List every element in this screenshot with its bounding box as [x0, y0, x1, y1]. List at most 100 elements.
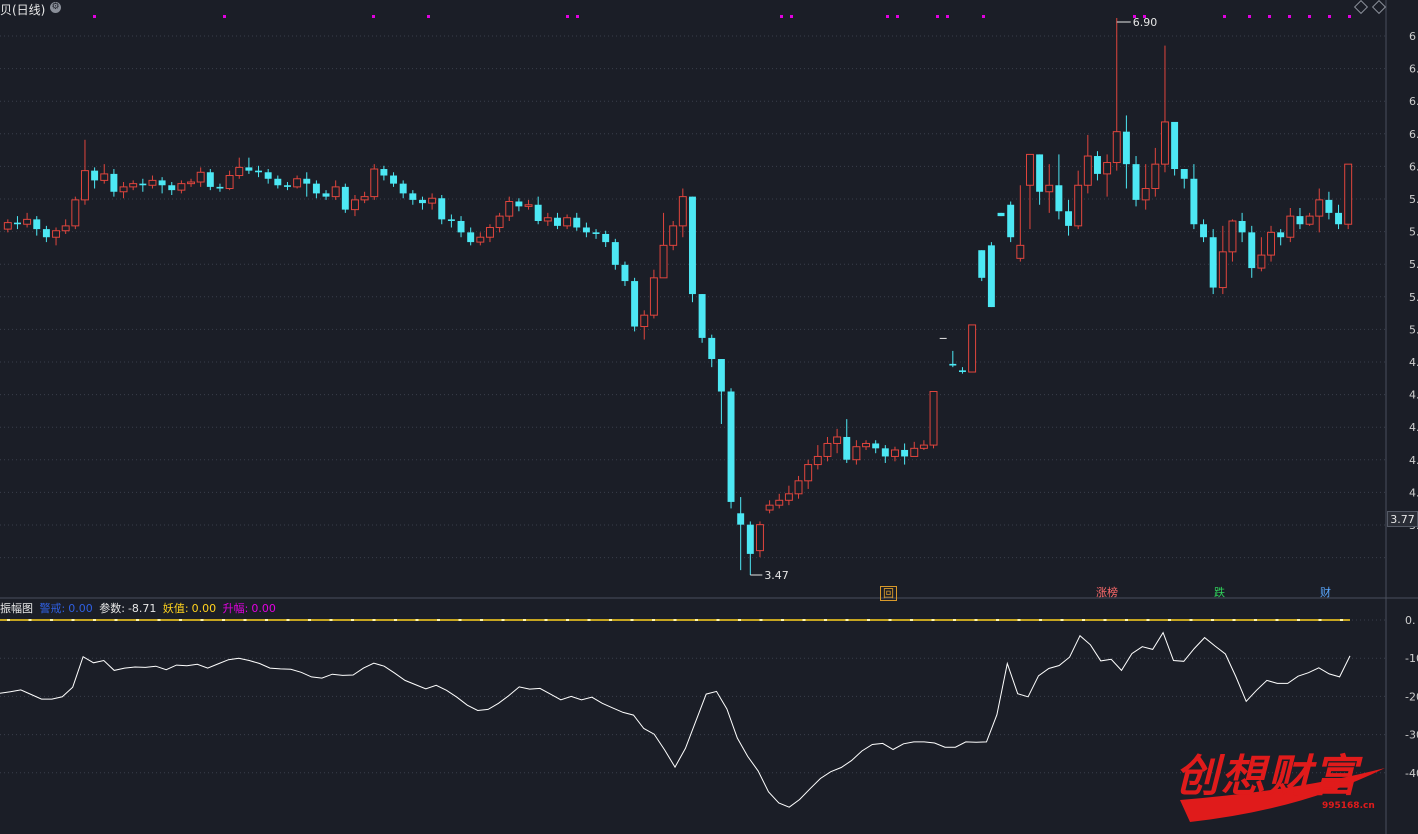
- candle-body[interactable]: [119, 186, 128, 193]
- candle-body[interactable]: [939, 337, 947, 339]
- candle-body[interactable]: [1025, 153, 1034, 186]
- candle-body[interactable]: [708, 337, 716, 360]
- candle-body[interactable]: [245, 167, 253, 171]
- candle-body[interactable]: [1286, 215, 1295, 238]
- candle-body[interactable]: [1180, 169, 1188, 179]
- candle-body[interactable]: [1055, 185, 1063, 212]
- candle-body[interactable]: [1093, 156, 1101, 174]
- candle-body[interactable]: [52, 230, 61, 238]
- candle-body[interactable]: [1074, 184, 1083, 227]
- candle-body[interactable]: [1200, 224, 1208, 238]
- candle-body[interactable]: [602, 233, 610, 243]
- candle-body[interactable]: [968, 324, 977, 373]
- candle-body[interactable]: [33, 219, 41, 230]
- candle-body[interactable]: [1103, 162, 1112, 175]
- candle-body[interactable]: [1335, 212, 1343, 225]
- candle-body[interactable]: [1344, 163, 1353, 225]
- candle-body[interactable]: [553, 217, 561, 226]
- candle-body[interactable]: [1132, 164, 1140, 200]
- candle-body[interactable]: [409, 193, 417, 200]
- candle-body[interactable]: [813, 455, 822, 466]
- candle-body[interactable]: [775, 499, 784, 506]
- candle-body[interactable]: [737, 513, 745, 525]
- candle-body[interactable]: [543, 217, 552, 222]
- candle-body[interactable]: [341, 186, 349, 210]
- candle-body[interactable]: [196, 171, 205, 183]
- candle-body[interactable]: [505, 201, 514, 217]
- candle-body[interactable]: [688, 196, 696, 295]
- candle-body[interactable]: [1122, 131, 1130, 165]
- candle-body[interactable]: [438, 198, 446, 220]
- candle-body[interactable]: [804, 464, 813, 482]
- candle-body[interactable]: [370, 168, 379, 198]
- candle-body[interactable]: [862, 442, 871, 448]
- candle-body[interactable]: [611, 242, 619, 265]
- candle-body[interactable]: [23, 218, 32, 225]
- candle-body[interactable]: [225, 175, 234, 190]
- candle-body[interactable]: [669, 225, 678, 246]
- candle-body[interactable]: [1325, 199, 1333, 213]
- candle-body[interactable]: [467, 232, 475, 243]
- candle-body[interactable]: [485, 226, 494, 238]
- candle-body[interactable]: [929, 390, 938, 446]
- candle-body[interactable]: [949, 363, 957, 366]
- candle-body[interactable]: [1315, 199, 1324, 217]
- candle-body[interactable]: [901, 449, 909, 457]
- candle-body[interactable]: [1296, 216, 1304, 225]
- candle-body[interactable]: [476, 236, 485, 243]
- candle-body[interactable]: [582, 227, 590, 233]
- candle-body[interactable]: [110, 173, 118, 192]
- candle-body[interactable]: [678, 196, 687, 227]
- candle-body[interactable]: [1151, 163, 1160, 190]
- candle-body[interactable]: [447, 219, 455, 221]
- candle-body[interactable]: [1007, 204, 1015, 238]
- candle-body[interactable]: [1257, 254, 1266, 269]
- candle-body[interactable]: [168, 185, 176, 191]
- candle-body[interactable]: [910, 447, 919, 457]
- candle-body[interactable]: [235, 166, 244, 177]
- candle-body[interactable]: [524, 204, 533, 207]
- candle-body[interactable]: [881, 448, 889, 457]
- candle-body[interactable]: [717, 359, 725, 392]
- candle-body[interactable]: [350, 199, 359, 211]
- gear-icon[interactable]: ⚙: [50, 2, 61, 13]
- candle-body[interactable]: [1016, 244, 1025, 259]
- candle-body[interactable]: [1045, 184, 1054, 193]
- candle-body[interactable]: [573, 217, 581, 228]
- candle-body[interactable]: [563, 217, 572, 227]
- candle-body[interactable]: [631, 281, 639, 327]
- candle-body[interactable]: [698, 294, 706, 338]
- candle-body[interactable]: [1238, 220, 1246, 233]
- candle-body[interactable]: [100, 173, 109, 181]
- candle-body[interactable]: [919, 444, 928, 449]
- candle-body[interactable]: [784, 493, 793, 501]
- candle-body[interactable]: [148, 179, 157, 186]
- candle-body[interactable]: [765, 504, 774, 511]
- candle-body[interactable]: [833, 436, 842, 444]
- candle-body[interactable]: [264, 172, 272, 179]
- candle-body[interactable]: [139, 183, 147, 186]
- candle-body[interactable]: [872, 443, 880, 449]
- candle-body[interactable]: [890, 449, 899, 457]
- candle-body[interactable]: [322, 193, 330, 197]
- candle-body[interactable]: [1277, 232, 1285, 238]
- candle-body[interactable]: [1248, 232, 1256, 269]
- candle-body[interactable]: [71, 199, 80, 227]
- candle-body[interactable]: [515, 201, 523, 207]
- candle-body[interactable]: [852, 446, 861, 461]
- candle-body[interactable]: [659, 244, 668, 279]
- candle-body[interactable]: [1190, 178, 1198, 225]
- candle-body[interactable]: [1141, 188, 1150, 201]
- candle-body[interactable]: [390, 175, 398, 184]
- candle-body[interactable]: [399, 183, 407, 194]
- candle-body[interactable]: [746, 524, 754, 554]
- candle-body[interactable]: [283, 185, 291, 187]
- candle-body[interactable]: [1065, 211, 1073, 226]
- candle-body[interactable]: [61, 225, 70, 232]
- candle-body[interactable]: [303, 178, 311, 184]
- candle-body[interactable]: [42, 229, 50, 238]
- candle-body[interactable]: [158, 180, 166, 186]
- candle-body[interactable]: [418, 199, 426, 204]
- candle-body[interactable]: [331, 186, 340, 198]
